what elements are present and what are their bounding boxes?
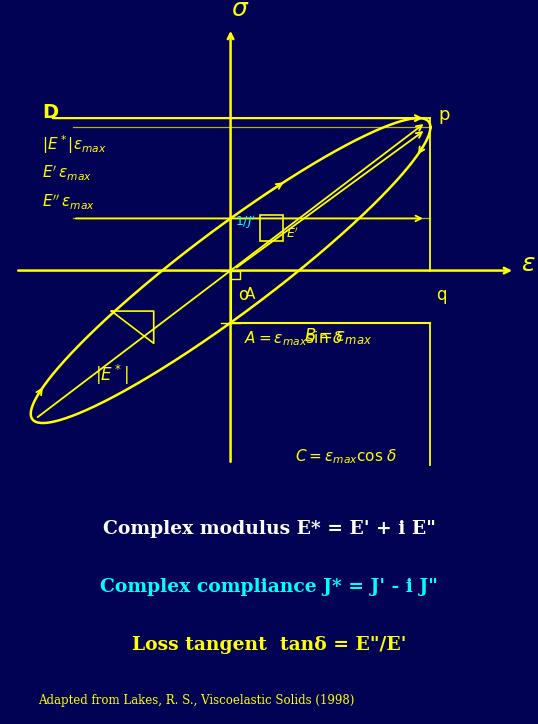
Text: D: D <box>43 103 59 122</box>
Text: $E'$: $E'$ <box>286 227 299 241</box>
Text: o: o <box>238 286 249 304</box>
Text: Adapted from Lakes, R. S., Viscoelastic Solids (1998): Adapted from Lakes, R. S., Viscoelastic … <box>38 694 354 707</box>
Text: $C = \varepsilon_{max}\cos\,\delta$: $C = \varepsilon_{max}\cos\,\delta$ <box>295 447 397 466</box>
Text: $\varepsilon$: $\varepsilon$ <box>521 253 536 277</box>
Text: $B = \varepsilon_{max}$: $B = \varepsilon_{max}$ <box>304 327 372 346</box>
Text: Loss tangent  tanδ = E"/E': Loss tangent tanδ = E"/E' <box>132 636 406 654</box>
Text: $|E^*|$: $|E^*|$ <box>95 363 128 387</box>
Text: p: p <box>438 106 450 124</box>
Text: $E''\,\varepsilon_{max}$: $E''\,\varepsilon_{max}$ <box>43 193 95 212</box>
Text: Complex modulus E* = E' + i E": Complex modulus E* = E' + i E" <box>103 520 435 538</box>
Text: Complex compliance J* = J' - i J": Complex compliance J* = J' - i J" <box>100 578 438 596</box>
Text: A: A <box>244 287 255 301</box>
Bar <box>260 215 283 242</box>
Text: q: q <box>436 286 447 304</box>
Text: $E'\,\varepsilon_{max}$: $E'\,\varepsilon_{max}$ <box>43 164 93 183</box>
Text: $1/J'$: $1/J'$ <box>235 214 256 231</box>
Text: $A = \varepsilon_{max}\sin\,\delta$: $A = \varepsilon_{max}\sin\,\delta$ <box>244 329 344 348</box>
Text: $\sigma$: $\sigma$ <box>231 0 250 21</box>
Text: $|E^*|\varepsilon_{max}$: $|E^*|\varepsilon_{max}$ <box>43 133 107 156</box>
